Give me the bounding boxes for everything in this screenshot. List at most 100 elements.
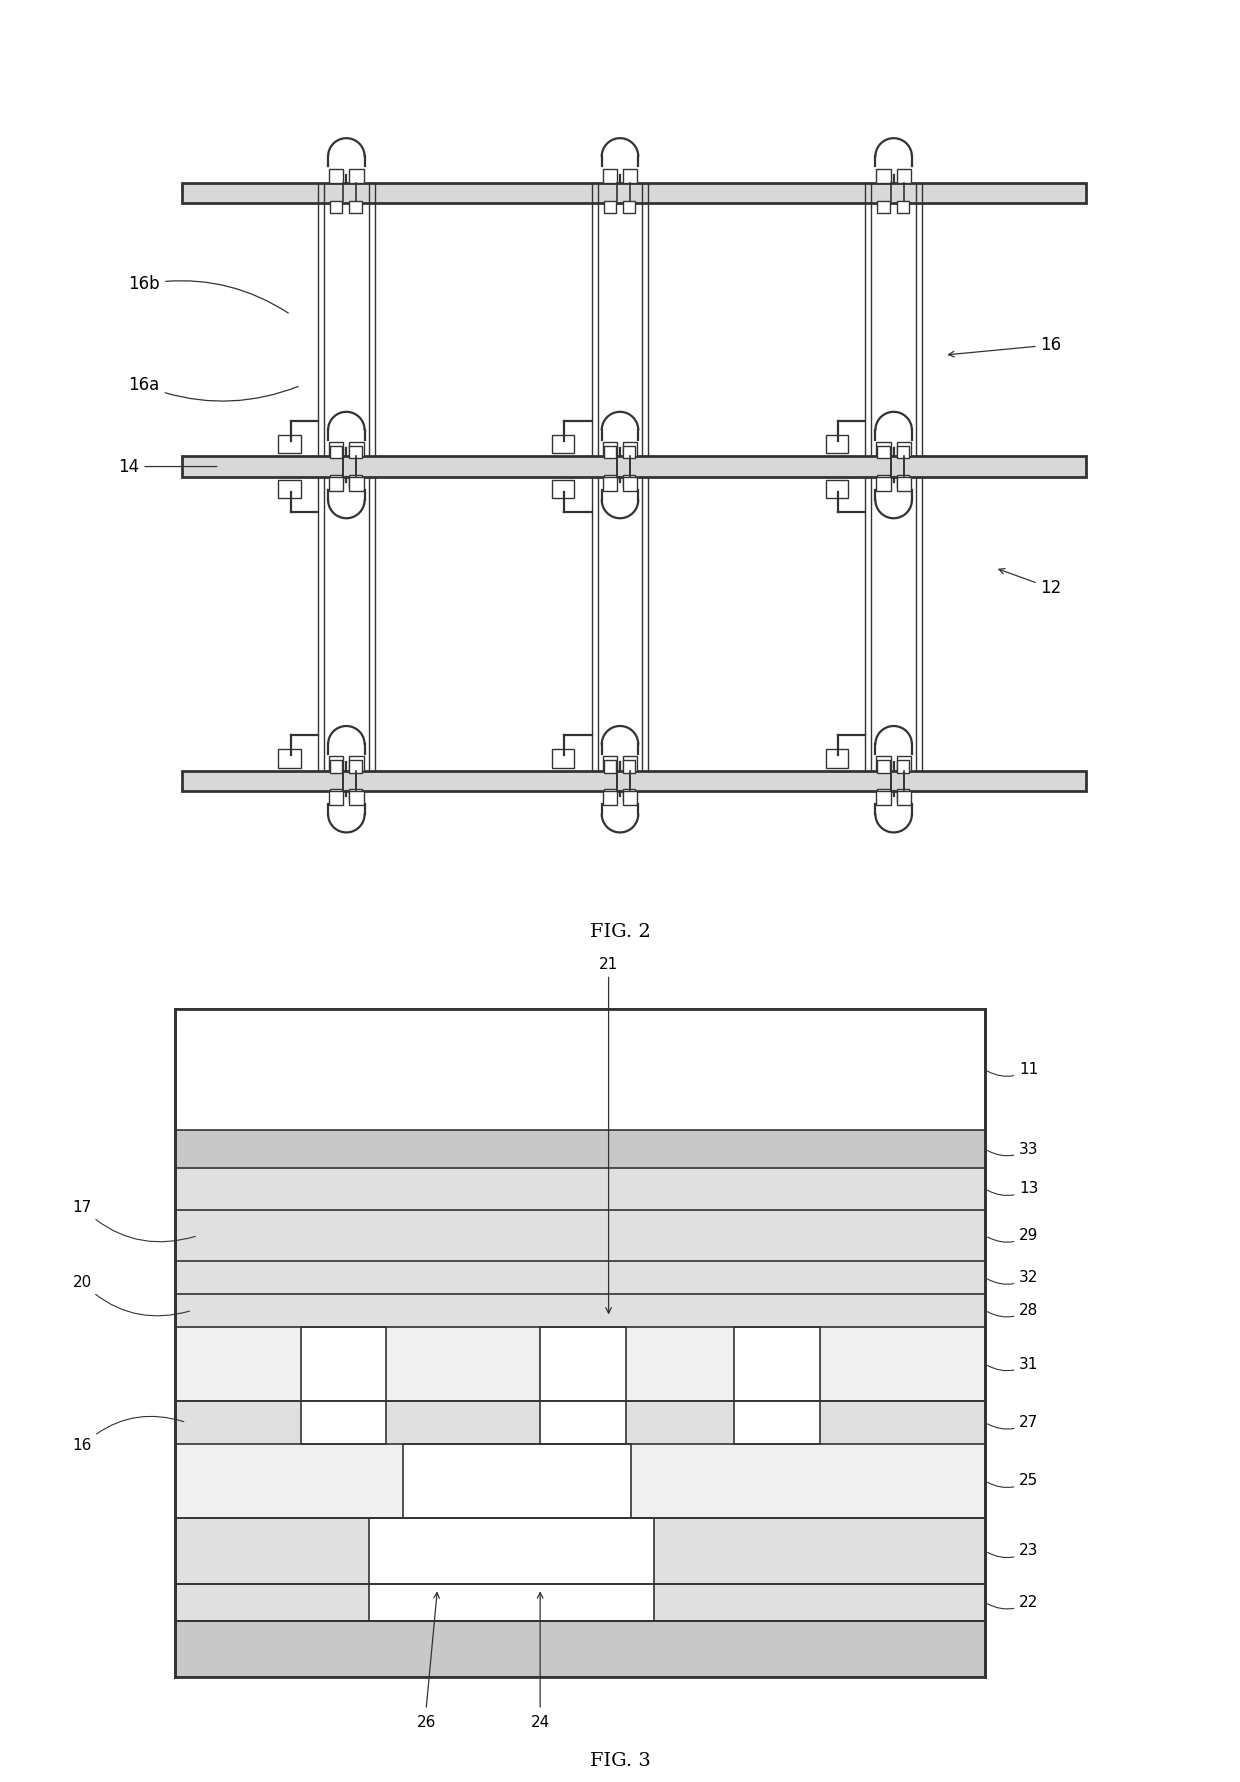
Bar	[622, 474, 635, 486]
Bar	[878, 474, 889, 486]
Text: 33: 33	[987, 1142, 1039, 1157]
Bar	[604, 201, 616, 214]
Bar	[603, 756, 618, 770]
Bar	[622, 442, 637, 456]
Bar	[182, 770, 1086, 791]
Text: 31: 31	[987, 1356, 1039, 1372]
Bar	[897, 791, 911, 805]
Text: 26: 26	[417, 1714, 435, 1730]
Bar	[877, 756, 890, 770]
Bar	[622, 789, 635, 802]
Bar	[329, 169, 343, 184]
Text: 23: 23	[987, 1543, 1039, 1559]
Bar	[350, 201, 362, 214]
Bar	[604, 789, 616, 802]
Bar	[897, 789, 909, 802]
Text: 22: 22	[987, 1595, 1039, 1609]
Bar	[370, 1518, 655, 1622]
Bar	[604, 446, 616, 458]
Bar	[175, 1130, 985, 1167]
Bar	[330, 789, 342, 802]
Text: 17: 17	[72, 1199, 195, 1242]
Text: 20: 20	[72, 1274, 190, 1315]
Bar	[330, 446, 342, 458]
Text: 32: 32	[987, 1271, 1039, 1285]
Text: 29: 29	[987, 1228, 1039, 1244]
Bar	[603, 442, 618, 456]
Bar	[329, 476, 343, 490]
Bar	[350, 756, 363, 770]
Text: FIG. 3: FIG. 3	[589, 1752, 651, 1770]
Bar	[552, 748, 574, 768]
Bar	[182, 184, 1086, 203]
Bar	[897, 169, 911, 184]
Bar	[603, 476, 618, 490]
Bar	[622, 201, 635, 214]
Bar	[175, 1622, 985, 1677]
Text: 13: 13	[987, 1181, 1039, 1196]
Bar	[350, 791, 363, 805]
Bar	[622, 446, 635, 458]
Text: 16a: 16a	[129, 376, 298, 401]
Bar	[622, 761, 635, 773]
Bar	[897, 442, 911, 456]
Bar	[350, 169, 363, 184]
Bar	[897, 201, 909, 214]
Bar	[350, 789, 362, 802]
Bar	[622, 476, 637, 490]
Bar	[734, 1328, 820, 1443]
Bar	[878, 761, 889, 773]
Bar	[182, 456, 1086, 476]
Bar	[350, 474, 362, 486]
Bar	[175, 1584, 985, 1622]
Bar	[175, 1401, 985, 1443]
Text: FIG. 2: FIG. 2	[590, 923, 650, 941]
Bar	[622, 756, 637, 770]
Bar	[603, 791, 618, 805]
Bar	[350, 761, 362, 773]
Bar	[279, 435, 301, 453]
Text: 14: 14	[118, 458, 217, 476]
Text: 12: 12	[999, 568, 1061, 597]
Bar	[897, 756, 911, 770]
Text: 28: 28	[987, 1303, 1039, 1319]
Bar	[279, 748, 301, 768]
Bar	[175, 1210, 985, 1262]
Bar	[350, 442, 363, 456]
Bar	[877, 442, 890, 456]
Bar	[300, 1328, 386, 1443]
Bar	[604, 474, 616, 486]
Bar	[330, 201, 342, 214]
Text: 16: 16	[72, 1417, 184, 1454]
Bar	[897, 476, 911, 490]
Text: 16b: 16b	[129, 274, 288, 314]
Bar	[175, 1518, 985, 1584]
Bar	[877, 169, 890, 184]
Bar	[350, 446, 362, 458]
Bar	[403, 1443, 631, 1584]
Bar	[329, 442, 343, 456]
Bar	[175, 1262, 985, 1294]
Text: 25: 25	[987, 1474, 1039, 1488]
Bar	[175, 1443, 985, 1518]
Bar	[552, 435, 574, 453]
Bar	[330, 761, 342, 773]
Bar	[826, 435, 848, 453]
Bar	[878, 789, 889, 802]
Bar	[175, 1294, 985, 1328]
Bar	[329, 756, 343, 770]
Bar	[897, 761, 909, 773]
Bar	[897, 446, 909, 458]
Bar	[826, 479, 848, 497]
Bar	[175, 1167, 985, 1210]
Bar	[329, 791, 343, 805]
Bar	[552, 479, 574, 497]
Bar	[603, 169, 618, 184]
Bar	[350, 476, 363, 490]
Bar	[897, 474, 909, 486]
Text: 24: 24	[531, 1714, 549, 1730]
Text: 11: 11	[987, 1062, 1039, 1078]
Text: 21: 21	[599, 957, 619, 1313]
Bar	[878, 201, 889, 214]
Bar	[877, 476, 890, 490]
